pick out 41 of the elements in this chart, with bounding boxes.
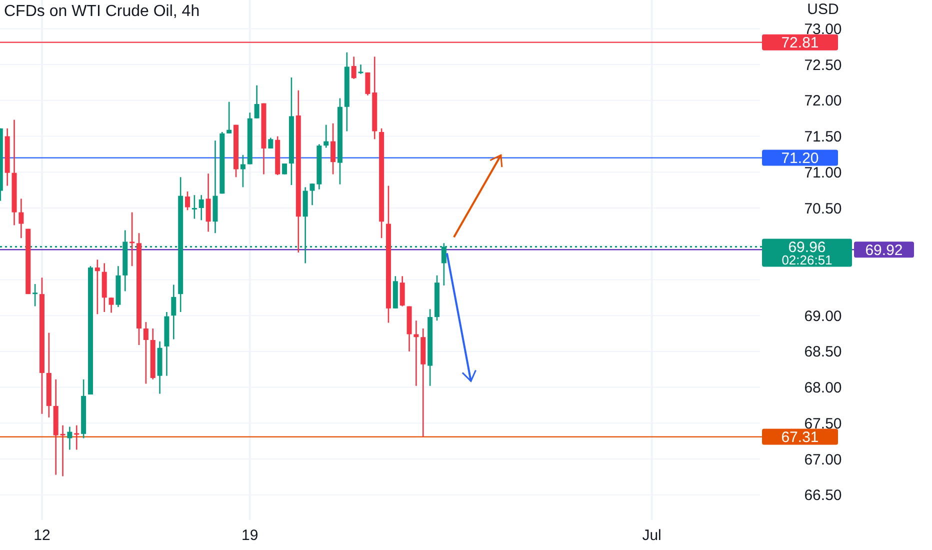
candlestick (18, 198, 24, 239)
candlestick (171, 284, 176, 340)
candlestick (67, 426, 72, 450)
candlestick (324, 124, 329, 148)
y-tick-label: 68.00 (804, 380, 842, 397)
candlestick (268, 137, 274, 150)
y-tick-label: 72.00 (804, 92, 842, 110)
candlestick (400, 275, 405, 307)
x-tick-label: 19 (242, 527, 258, 544)
candlestick (143, 321, 148, 384)
candlestick (74, 424, 80, 450)
candlestick (365, 72, 370, 96)
candlestick (108, 297, 114, 314)
candlestick (351, 56, 356, 80)
y-tick-label: 67.00 (804, 451, 842, 468)
candlestick (192, 194, 197, 220)
candlestick (330, 122, 336, 175)
candlestick (254, 84, 260, 119)
y-tick-label: 66.50 (804, 487, 842, 504)
candlestick (94, 258, 100, 315)
y-tick-label: 71.50 (804, 128, 842, 146)
candlestick (206, 172, 211, 232)
ref-line-label: 69.92 (865, 242, 903, 259)
y-tick-label: 68.50 (804, 344, 842, 361)
candlestick (198, 194, 204, 221)
candlestick (358, 64, 364, 75)
candlestick (185, 190, 190, 211)
y-axis-title: USD (807, 1, 839, 18)
x-tick-label: 12 (34, 527, 50, 544)
candlestick (414, 320, 419, 387)
y-tick-label: 70.50 (804, 200, 842, 218)
y-tick-label: 72.50 (804, 56, 842, 74)
candlestick (282, 162, 288, 175)
candlestick (60, 424, 66, 477)
y-tick-label: 69.00 (804, 308, 842, 325)
candlestick (226, 101, 232, 134)
chart-title: CFDs on WTI Crude Oil, 4h (4, 3, 200, 20)
x-tick-label: Jul (642, 527, 662, 544)
candlestick (240, 154, 246, 188)
candlestick (32, 283, 38, 307)
candlestick (130, 212, 135, 267)
